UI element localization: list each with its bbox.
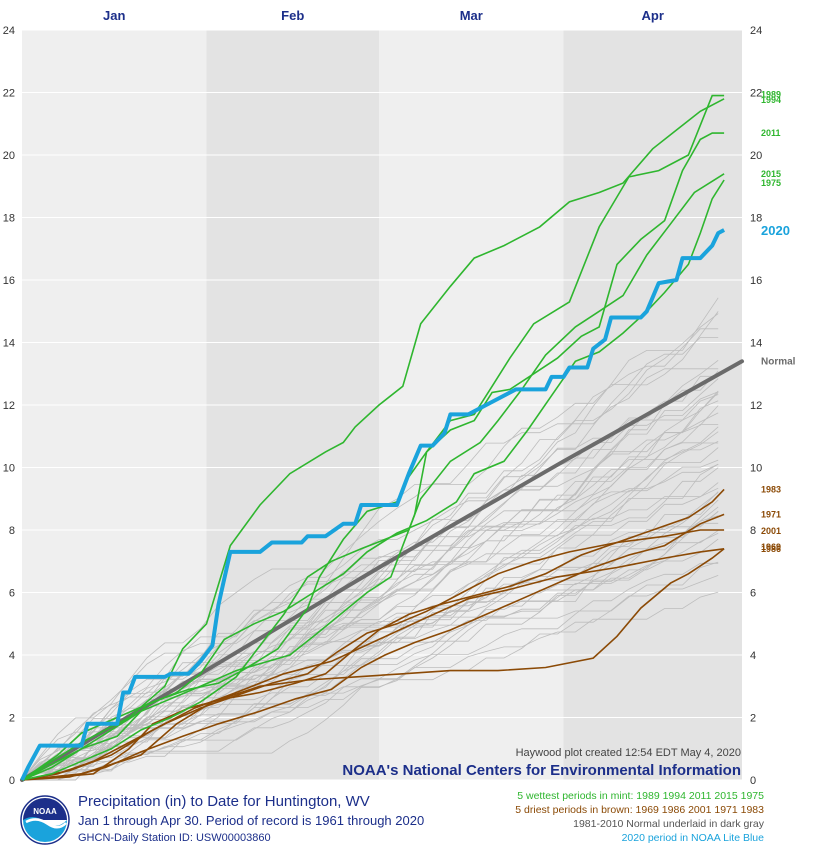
ytick-left-8: 8 bbox=[9, 525, 15, 537]
background-year-line bbox=[21, 359, 719, 781]
station-id: GHCN-Daily Station ID: USW00003860 bbox=[78, 832, 271, 844]
chart-title: Precipitation (in) to Date for Huntingto… bbox=[78, 793, 370, 810]
ytick-right-12: 12 bbox=[750, 400, 762, 412]
ytick-left-6: 6 bbox=[9, 588, 15, 600]
wettest-line-2015 bbox=[21, 173, 725, 781]
ytick-left-14: 14 bbox=[3, 338, 15, 350]
background-year-line bbox=[22, 482, 719, 781]
end-label-2015: 2015 bbox=[761, 169, 781, 179]
ytick-right-16: 16 bbox=[750, 275, 762, 287]
month-label-0: Jan bbox=[103, 8, 125, 23]
ytick-right-4: 4 bbox=[750, 650, 756, 662]
driest-line-1986 bbox=[21, 548, 725, 781]
legend-period: 2020 period in NOAA Lite Blue bbox=[621, 832, 764, 844]
ytick-right-22: 22 bbox=[750, 88, 762, 100]
month-label-3: Apr bbox=[642, 8, 664, 23]
wettest-line-2011 bbox=[21, 132, 725, 781]
ytick-left-18: 18 bbox=[3, 213, 15, 225]
ytick-right-14: 14 bbox=[750, 338, 762, 350]
normal-line bbox=[20, 359, 744, 782]
wettest-line-1975 bbox=[21, 179, 725, 781]
ytick-left-20: 20 bbox=[3, 150, 15, 162]
noaa-logo-text: NOAA bbox=[33, 807, 57, 816]
background-year-line bbox=[22, 499, 719, 781]
driest-line-1971 bbox=[21, 513, 725, 781]
background-year-line bbox=[21, 297, 719, 781]
ytick-left-0: 0 bbox=[9, 775, 15, 787]
legend-wettest: 5 wettest periods in mint: 1989 1994 201… bbox=[517, 790, 764, 802]
end-label-1969: 1969 bbox=[761, 542, 781, 552]
wettest-line-1989 bbox=[21, 94, 725, 781]
background-year-line bbox=[21, 522, 719, 781]
background-year-line bbox=[21, 431, 719, 781]
ytick-right-0: 0 bbox=[750, 775, 756, 787]
ytick-left-2: 2 bbox=[9, 713, 15, 725]
ytick-right-18: 18 bbox=[750, 213, 762, 225]
ytick-right-8: 8 bbox=[750, 525, 756, 537]
background-year-line bbox=[21, 368, 719, 781]
background-year-line bbox=[21, 492, 719, 781]
background-year-line bbox=[22, 378, 719, 781]
plot-credit: Haywood plot created 12:54 EDT May 4, 20… bbox=[515, 747, 741, 759]
ytick-left-4: 4 bbox=[9, 650, 15, 662]
series-2020-group bbox=[20, 228, 726, 781]
end-label-2020: 2020 bbox=[761, 223, 790, 238]
ytick-right-24: 24 bbox=[750, 25, 762, 37]
legend-driest: 5 driest periods in brown: 1969 1986 200… bbox=[515, 804, 764, 816]
end-label-normal: Normal bbox=[761, 356, 796, 367]
end-label-1983: 1983 bbox=[761, 484, 781, 494]
end-label-1971: 1971 bbox=[761, 509, 781, 519]
ytick-left-22: 22 bbox=[3, 88, 15, 100]
legend-normal: 1981-2010 Normal underlaid in dark gray bbox=[573, 818, 764, 830]
end-label-2011: 2011 bbox=[761, 128, 781, 138]
end-label-1994: 1994 bbox=[761, 95, 781, 105]
ytick-left-24: 24 bbox=[3, 25, 15, 37]
ytick-right-20: 20 bbox=[750, 150, 762, 162]
background-year-line bbox=[22, 506, 719, 781]
background-year-line bbox=[21, 390, 719, 781]
noaa-logo-icon: NOAA bbox=[20, 795, 70, 845]
background-year-line bbox=[21, 463, 719, 781]
end-label-1986: 1986 bbox=[761, 544, 781, 554]
driest-line-1983 bbox=[21, 488, 725, 781]
driest-series-group bbox=[21, 488, 725, 781]
month-label-2: Mar bbox=[460, 8, 483, 23]
ytick-left-12: 12 bbox=[3, 400, 15, 412]
background-year-line bbox=[22, 591, 719, 781]
background-year-line bbox=[21, 328, 719, 781]
series-2020-line bbox=[20, 228, 726, 781]
ytick-right-10: 10 bbox=[750, 463, 762, 475]
ytick-left-16: 16 bbox=[3, 275, 15, 287]
gridlines bbox=[22, 29, 742, 781]
ytick-right-6: 6 bbox=[750, 588, 756, 600]
chart-subtitle: Jan 1 through Apr 30. Period of record i… bbox=[78, 813, 425, 828]
background-year-line bbox=[22, 337, 719, 781]
end-label-2001: 2001 bbox=[761, 526, 781, 536]
ncei-banner: NOAA's National Centers for Environmenta… bbox=[342, 762, 741, 779]
ytick-right-2: 2 bbox=[750, 713, 756, 725]
background-year-line bbox=[21, 447, 719, 781]
month-label-1: Feb bbox=[281, 8, 304, 23]
normal-series bbox=[20, 359, 744, 782]
ytick-left-10: 10 bbox=[3, 463, 15, 475]
end-label-1975: 1975 bbox=[761, 178, 781, 188]
end-label-1989: 1989 bbox=[761, 90, 781, 100]
background-year-line bbox=[22, 515, 719, 781]
